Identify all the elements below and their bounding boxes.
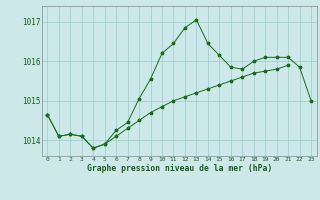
X-axis label: Graphe pression niveau de la mer (hPa): Graphe pression niveau de la mer (hPa) (87, 164, 272, 173)
